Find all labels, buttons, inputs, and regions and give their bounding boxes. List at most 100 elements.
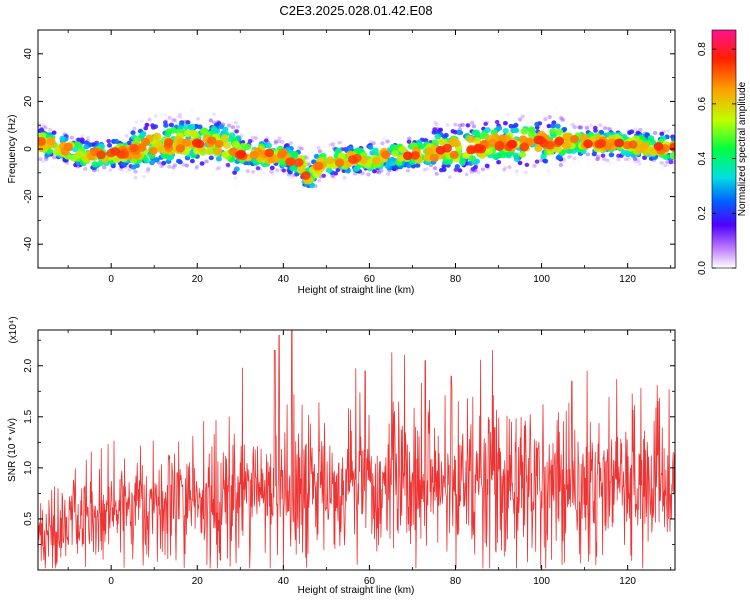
spectral-cell (325, 167, 333, 174)
spectral-cell (46, 137, 56, 146)
spectral-cell (529, 174, 533, 179)
spectral-cell (339, 187, 344, 191)
spectral-cell (600, 153, 606, 158)
spectral-cell (502, 180, 507, 184)
spectral-cell (311, 199, 316, 204)
spectral-cell (476, 170, 481, 175)
spectral-cell (560, 117, 566, 122)
spectral-cell (113, 138, 120, 144)
spectral-cell (236, 149, 246, 159)
spectral-cell (175, 144, 186, 153)
spectral-cell (553, 106, 558, 110)
spectral-cell (122, 175, 126, 179)
spectral-cell (178, 115, 183, 120)
spectral-cell (587, 161, 591, 166)
y-tick-label: 1.5 (23, 409, 34, 423)
spectral-cell (555, 128, 564, 136)
spectral-cell (460, 122, 465, 127)
spectral-cell (280, 140, 285, 144)
spectral-cell (422, 178, 427, 182)
spectral-cell (447, 175, 452, 179)
spectral-cell (585, 152, 590, 157)
spectral-cell (273, 140, 279, 145)
spectral-cell (628, 140, 638, 149)
spectral-cell (517, 117, 523, 122)
spectral-cell (665, 160, 670, 164)
spectral-cell (659, 131, 665, 137)
spectral-cell (171, 118, 176, 122)
spectral-cell (134, 120, 139, 124)
spectral-cell (449, 150, 459, 160)
spectral-cell (42, 124, 47, 129)
spectral-cell (410, 151, 420, 160)
spectral-cell (189, 108, 193, 112)
spectral-cell (208, 118, 214, 123)
spectral-cell (532, 163, 537, 168)
spectral-cell (133, 169, 138, 174)
spectral-cell (568, 154, 573, 159)
spectral-cell (49, 172, 53, 177)
spectral-cell (233, 121, 238, 125)
spectral-cell (492, 176, 496, 180)
spectral-cell (159, 164, 164, 169)
spectral-cell (317, 149, 323, 154)
snr-y-ticks: 0.5 1.0 1.5 2.0 (23, 339, 675, 545)
spectral-cell (606, 126, 611, 131)
spectral-cell (431, 130, 437, 135)
spectral-cell (434, 122, 439, 127)
spectral-cell (577, 125, 582, 130)
spectral-cell (339, 135, 344, 139)
spectral-cell (217, 166, 222, 170)
spectral-cell (153, 114, 158, 118)
spectral-cell (431, 139, 439, 147)
spectral-cell (595, 157, 600, 161)
spectral-cell (247, 139, 253, 144)
spectral-cell (150, 108, 155, 112)
spectral-cell (225, 162, 231, 167)
spectral-cell (543, 117, 548, 122)
x-tick-label: 0 (108, 576, 114, 587)
spectral-cell (623, 157, 628, 162)
spectral-cell (270, 171, 275, 176)
spectral-cell (494, 112, 499, 117)
spectral-cell (133, 136, 142, 144)
x-tick-label: 60 (364, 576, 376, 587)
x-tick-label: 20 (192, 274, 204, 285)
x-tick-label: 0 (108, 274, 114, 285)
colorbar-tick-label: 0.6 (697, 96, 708, 110)
spectral-cell (156, 145, 166, 154)
spectral-cell (584, 125, 590, 130)
spectral-cell (191, 138, 202, 148)
spectral-cell (670, 136, 675, 142)
spectral-cell (250, 135, 255, 140)
spectral-cell (594, 163, 598, 167)
colorbar: 0.0 0.2 0.4 0.6 0.8 Normalized spectral ampl… (697, 29, 748, 275)
spectral-cell (423, 129, 428, 133)
spectral-cell (173, 118, 178, 123)
spectral-cell (555, 185, 559, 190)
spectral-cell (176, 158, 182, 164)
spectral-cell (52, 155, 57, 160)
spectral-cell (106, 143, 113, 148)
spectral-cell (341, 177, 345, 182)
spectral-cell (527, 106, 531, 111)
spectral-cell (572, 156, 577, 161)
spectral-cell (538, 176, 543, 180)
spectral-cell (277, 139, 282, 144)
spectral-cell (422, 167, 427, 172)
spectral-cell (617, 122, 622, 127)
spectral-cell (576, 111, 581, 115)
spectral-cell (120, 161, 127, 167)
spectral-cell (348, 155, 358, 164)
spectral-cell (101, 165, 107, 170)
colorbar-tick-label: 0.8 (697, 42, 708, 56)
spectral-cell (605, 158, 610, 163)
spectral-cell (269, 165, 275, 171)
spectral-cell (355, 177, 359, 181)
spectral-cell (145, 169, 150, 174)
spectral-cell (546, 169, 551, 173)
spectral-cell (634, 159, 639, 163)
spectral-cell (432, 166, 438, 171)
spectral-cell (392, 144, 400, 152)
